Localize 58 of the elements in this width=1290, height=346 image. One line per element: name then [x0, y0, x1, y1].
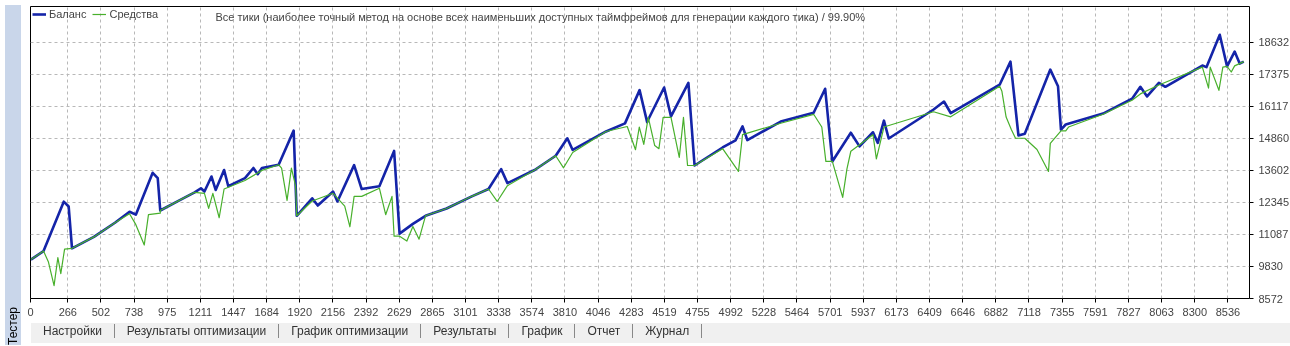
x-tick-label: 4283: [619, 305, 644, 318]
y-tick-label: 12345: [1258, 196, 1290, 209]
text: Журнал: [633, 324, 703, 338]
x-tick-label: 3101: [453, 305, 478, 318]
chart-title: Все тики (наиболее точный метод на основе всех наименьших доступных таймфреймов для генерации каждого тика) / 99.90%: [215, 10, 866, 23]
text: Настройки: [31, 324, 115, 338]
y-tick-label: 13602: [1258, 164, 1290, 177]
x-tick-label: 4046: [585, 305, 611, 318]
x-tick-label: 4519: [652, 305, 677, 318]
line-series: [30, 61, 1245, 287]
x-tick-label: 8300: [1182, 305, 1208, 318]
x-tick-label: 1920: [287, 305, 313, 318]
text: Отчет: [575, 324, 634, 338]
x-tick-label: 7118: [1017, 305, 1041, 318]
x-tick-label: 3574: [519, 305, 545, 318]
text: Результаты оптимизации: [114, 324, 280, 338]
x-tick-label: 8063: [1149, 305, 1174, 318]
x-tick-label: 6409: [917, 305, 942, 318]
legend-label: Средства: [109, 8, 159, 20]
x-tick-label: 266: [58, 305, 77, 318]
x-tick-label: 3338: [486, 305, 511, 318]
x-tick-label: 975: [158, 305, 177, 318]
x-tick-label: 2392: [353, 305, 379, 318]
x-tick-label: 7827: [1116, 305, 1141, 318]
x-tick-label: 738: [124, 305, 144, 318]
x-tick-label: 4755: [685, 305, 710, 318]
y-tick-label: 17375: [1258, 68, 1290, 81]
x-tick-label: 6882: [983, 305, 1009, 318]
y-tick-label: 14860: [1258, 132, 1290, 145]
y-tick-label: 16117: [1258, 100, 1289, 113]
text: График оптимизации: [279, 324, 422, 338]
x-tick-label: 0: [27, 305, 34, 318]
y-tick-label: 9830: [1258, 260, 1283, 273]
x-tick-label: 502: [91, 305, 111, 318]
text: Тестер: [5, 306, 21, 345]
x-tick-label: 5701: [817, 305, 843, 318]
x-tick-label: 2629: [387, 305, 412, 318]
x-tick-label: 1684: [254, 305, 279, 318]
x-tick-label: 5228: [751, 305, 777, 318]
x-tick-label: 6646: [950, 305, 976, 318]
x-tick-label: 7355: [1050, 305, 1075, 318]
x-tick-label: 8536: [1215, 305, 1241, 318]
y-tick-label: 8572: [1258, 292, 1283, 305]
x-tick-label: 2156: [320, 305, 346, 318]
legend-label: Баланс: [49, 8, 87, 20]
x-tick-label: 7591: [1083, 305, 1108, 318]
x-tick-label: 6173: [884, 305, 909, 318]
text: Результаты: [421, 324, 510, 338]
x-tick-label: 1211: [188, 305, 213, 318]
x-tick-label: 5937: [851, 305, 876, 318]
x-tick-label: 4992: [718, 305, 744, 318]
x-tick-label: 1447: [221, 305, 246, 318]
x-tick-label: 3810: [552, 305, 578, 318]
x-tick-label: 2865: [420, 305, 445, 318]
text: График: [509, 324, 576, 338]
y-tick-label: 18632: [1258, 36, 1290, 49]
x-tick-label: 5464: [784, 305, 810, 318]
y-tick-label: 11087: [1258, 228, 1289, 241]
